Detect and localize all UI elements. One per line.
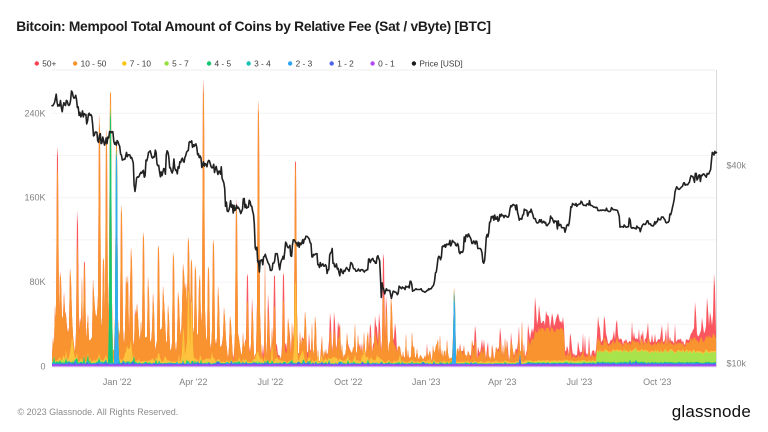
svg-text:$10k: $10k <box>727 359 747 369</box>
svg-text:80K: 80K <box>29 277 45 287</box>
svg-text:Oct '23: Oct '23 <box>643 377 671 387</box>
svg-text:Price [USD]: Price [USD] <box>419 59 462 69</box>
svg-text:Jan '23: Jan '23 <box>412 377 441 387</box>
svg-text:2 - 3: 2 - 3 <box>296 59 313 69</box>
svg-text:240K: 240K <box>24 108 45 118</box>
svg-text:glassnode: glassnode <box>672 402 751 421</box>
svg-text:Bitcoin: Mempool Total Amount: Bitcoin: Mempool Total Amount of Coins b… <box>16 19 490 34</box>
svg-text:© 2023 Glassnode. All Rights R: © 2023 Glassnode. All Rights Reserved. <box>18 407 179 417</box>
svg-text:Apr '23: Apr '23 <box>488 377 516 387</box>
svg-text:Jul '22: Jul '22 <box>258 377 284 387</box>
svg-text:0: 0 <box>40 362 45 372</box>
svg-text:Oct '22: Oct '22 <box>334 377 362 387</box>
svg-text:Jul '23: Jul '23 <box>567 377 593 387</box>
svg-text:Apr '22: Apr '22 <box>179 377 207 387</box>
svg-text:50+: 50+ <box>42 59 56 69</box>
svg-text:160K: 160K <box>24 193 45 203</box>
svg-text:10 - 50: 10 - 50 <box>81 59 107 69</box>
svg-text:4 - 5: 4 - 5 <box>215 59 232 69</box>
svg-text:5 - 7: 5 - 7 <box>172 59 189 69</box>
svg-text:1 - 2: 1 - 2 <box>337 59 354 69</box>
svg-text:$40k: $40k <box>727 161 747 171</box>
svg-text:3 - 4: 3 - 4 <box>254 59 271 69</box>
svg-text:7 - 10: 7 - 10 <box>130 59 152 69</box>
svg-text:Jan '22: Jan '22 <box>103 377 132 387</box>
svg-text:0 - 1: 0 - 1 <box>378 59 395 69</box>
